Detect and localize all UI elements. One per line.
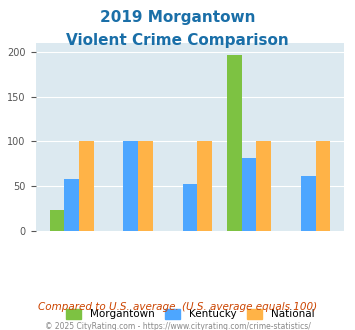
Bar bbox=[227, 55, 242, 231]
Bar bbox=[79, 142, 94, 231]
Bar bbox=[197, 142, 212, 231]
Bar bbox=[256, 142, 271, 231]
Bar bbox=[64, 179, 79, 231]
Bar bbox=[124, 142, 138, 231]
Text: © 2025 CityRating.com - https://www.cityrating.com/crime-statistics/: © 2025 CityRating.com - https://www.city… bbox=[45, 322, 310, 330]
Text: 2019 Morgantown: 2019 Morgantown bbox=[100, 10, 255, 25]
Bar bbox=[182, 184, 197, 231]
Text: Compared to U.S. average. (U.S. average equals 100): Compared to U.S. average. (U.S. average … bbox=[38, 302, 317, 312]
Bar bbox=[242, 157, 256, 231]
Bar bbox=[138, 142, 153, 231]
Bar bbox=[50, 211, 64, 231]
Legend: Morgantown, Kentucky, National: Morgantown, Kentucky, National bbox=[61, 305, 318, 324]
Bar bbox=[316, 142, 330, 231]
Text: Violent Crime Comparison: Violent Crime Comparison bbox=[66, 33, 289, 48]
Bar bbox=[301, 176, 316, 231]
